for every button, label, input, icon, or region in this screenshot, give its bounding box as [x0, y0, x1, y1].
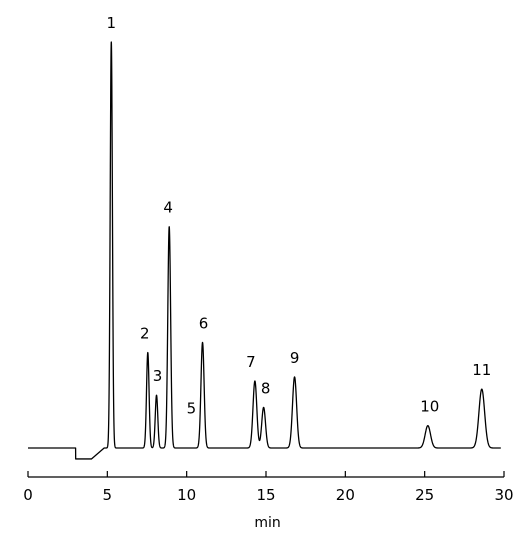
peak-label-7: 7 — [246, 353, 256, 371]
x-axis: 0 5 10 15 20 25 30 — [23, 471, 514, 504]
peak-label-10: 10 — [420, 398, 439, 416]
peak-label-3: 3 — [153, 367, 163, 385]
x-tick-label: 5 — [103, 486, 113, 504]
peak-label-2: 2 — [140, 325, 150, 343]
chromatogram-trace — [27, 41, 502, 460]
peak-label-9: 9 — [290, 349, 300, 367]
x-tick-label: 30 — [494, 486, 513, 504]
x-tick-label: 25 — [415, 486, 434, 504]
peak-labels: 1 2 3 4 5 6 78 9 10 11 — [107, 14, 492, 418]
peak-label-1: 1 — [107, 14, 117, 32]
x-axis-label: min — [254, 515, 280, 531]
peak-label-8: 8 — [261, 379, 271, 397]
x-tick-label: 15 — [256, 486, 275, 504]
x-tick-label: 0 — [23, 486, 33, 504]
x-tick-label: 10 — [177, 486, 196, 504]
peak-label-11: 11 — [472, 361, 491, 379]
peak-label-4: 4 — [163, 199, 173, 217]
peak-label-5: 5 — [187, 400, 197, 418]
x-tick-label: 20 — [336, 486, 355, 504]
peak-label-6: 6 — [199, 314, 209, 332]
